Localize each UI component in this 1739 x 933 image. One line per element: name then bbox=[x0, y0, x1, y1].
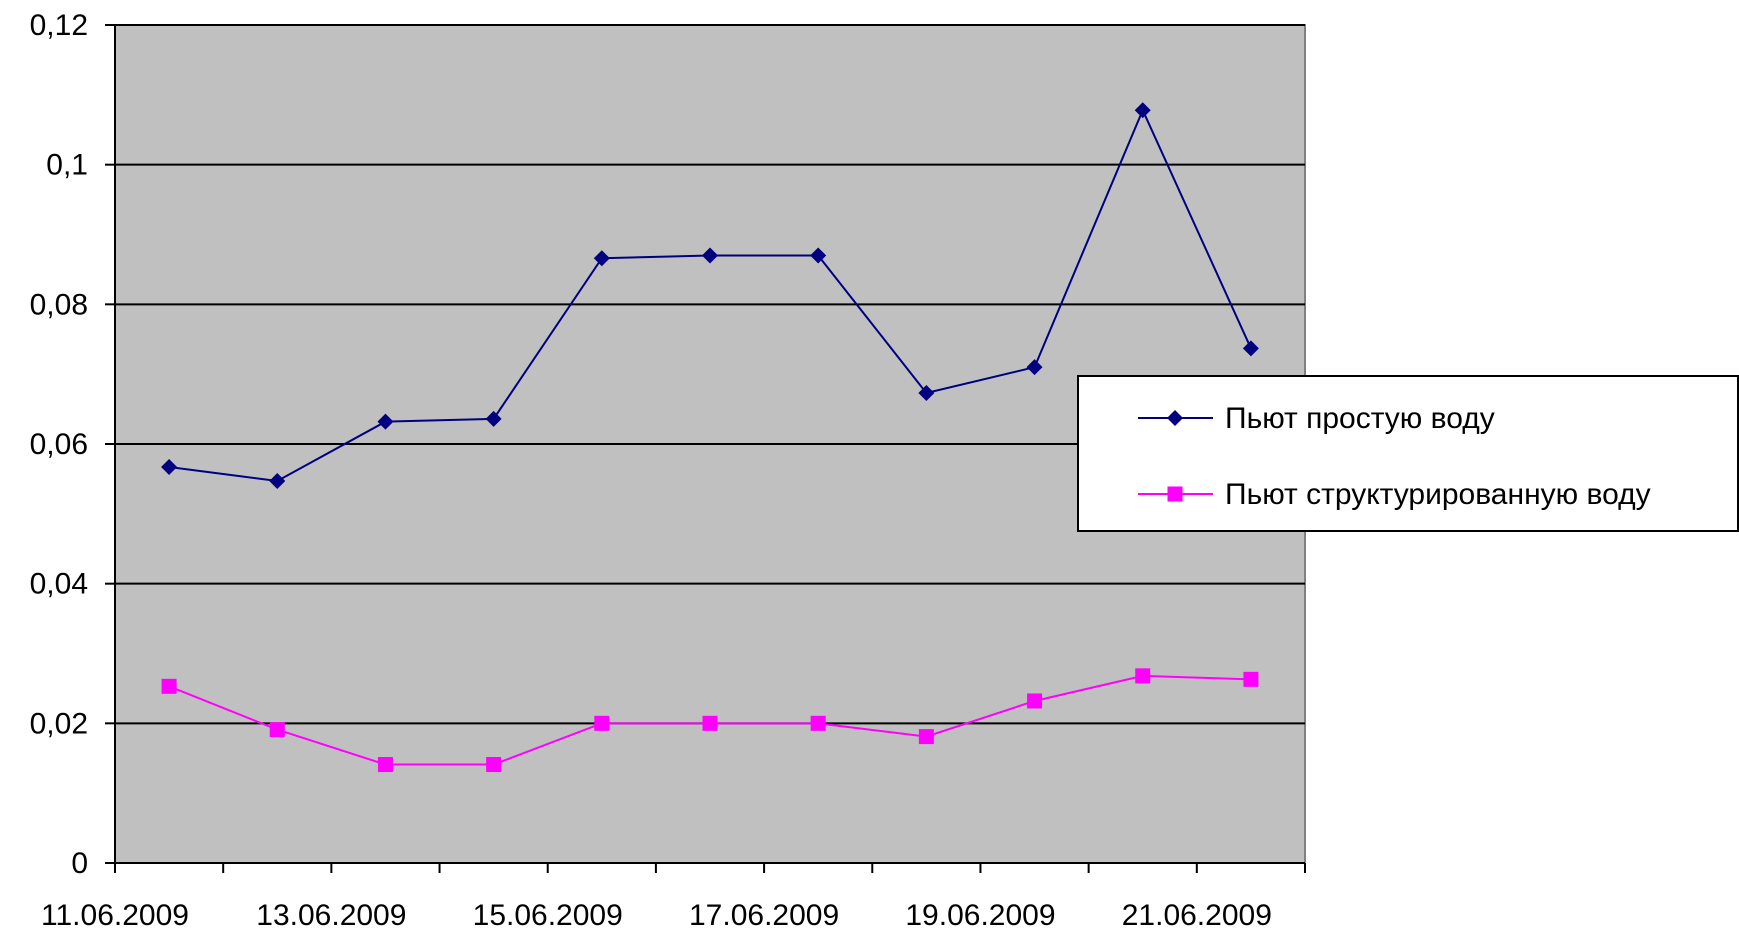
legend: Пьют простую воду Пьют структурированную … bbox=[1077, 375, 1739, 532]
data-point-square bbox=[269, 722, 285, 738]
x-tick-label: 15.06.2009 bbox=[473, 899, 623, 932]
legend-marker-square bbox=[1167, 486, 1183, 502]
y-tick-label: 0,08 bbox=[30, 288, 88, 321]
data-point-diamond bbox=[377, 413, 394, 430]
data-point-square bbox=[918, 729, 934, 745]
data-point-diamond bbox=[918, 385, 935, 402]
data-point-square bbox=[1027, 693, 1043, 709]
y-tick-label: 0,04 bbox=[30, 568, 88, 601]
axes: 0 0,02 0,04 0,06 0,08 0,1 0,12 11.06.2009 13.06.… bbox=[30, 9, 1306, 932]
x-tick-label: 21.06.2009 bbox=[1122, 899, 1272, 932]
y-tick-label: 0,1 bbox=[46, 149, 88, 182]
data-point-square bbox=[702, 715, 718, 731]
data-point-diamond bbox=[810, 247, 827, 264]
data-point-diamond bbox=[1026, 359, 1043, 376]
data-point-square bbox=[594, 715, 610, 731]
data-point-diamond bbox=[1134, 102, 1151, 119]
y-tick-label: 0,12 bbox=[30, 9, 88, 42]
data-point-square bbox=[810, 715, 826, 731]
y-tick-label: 0,02 bbox=[30, 707, 88, 740]
x-tick-label: 13.06.2009 bbox=[256, 899, 406, 932]
data-point-diamond bbox=[485, 410, 502, 427]
series-layer bbox=[161, 102, 1259, 773]
data-point-square bbox=[377, 757, 393, 773]
data-point-diamond bbox=[1242, 340, 1259, 357]
data-point-diamond bbox=[269, 473, 286, 490]
data-point-square bbox=[1243, 671, 1259, 687]
x-tick-label: 17.06.2009 bbox=[689, 899, 839, 932]
legend-marker-diamond bbox=[1167, 410, 1183, 426]
data-point-diamond bbox=[161, 459, 178, 476]
grid-lines bbox=[115, 24, 1305, 725]
x-tick-label: 11.06.2009 bbox=[41, 899, 189, 932]
legend-label: Пьют структурированную воду bbox=[1225, 478, 1651, 511]
y-tick-label: 0,06 bbox=[30, 428, 88, 461]
y-tick-label: 0 bbox=[71, 847, 88, 880]
data-point-square bbox=[161, 678, 177, 694]
legend-box bbox=[1077, 375, 1739, 532]
data-point-square bbox=[1135, 668, 1151, 684]
legend-label: Пьют простую воду bbox=[1225, 402, 1495, 435]
data-point-square bbox=[486, 757, 502, 773]
x-tick-label: 19.06.2009 bbox=[905, 899, 1055, 932]
data-point-diamond bbox=[702, 247, 718, 264]
data-point-diamond bbox=[593, 250, 610, 267]
